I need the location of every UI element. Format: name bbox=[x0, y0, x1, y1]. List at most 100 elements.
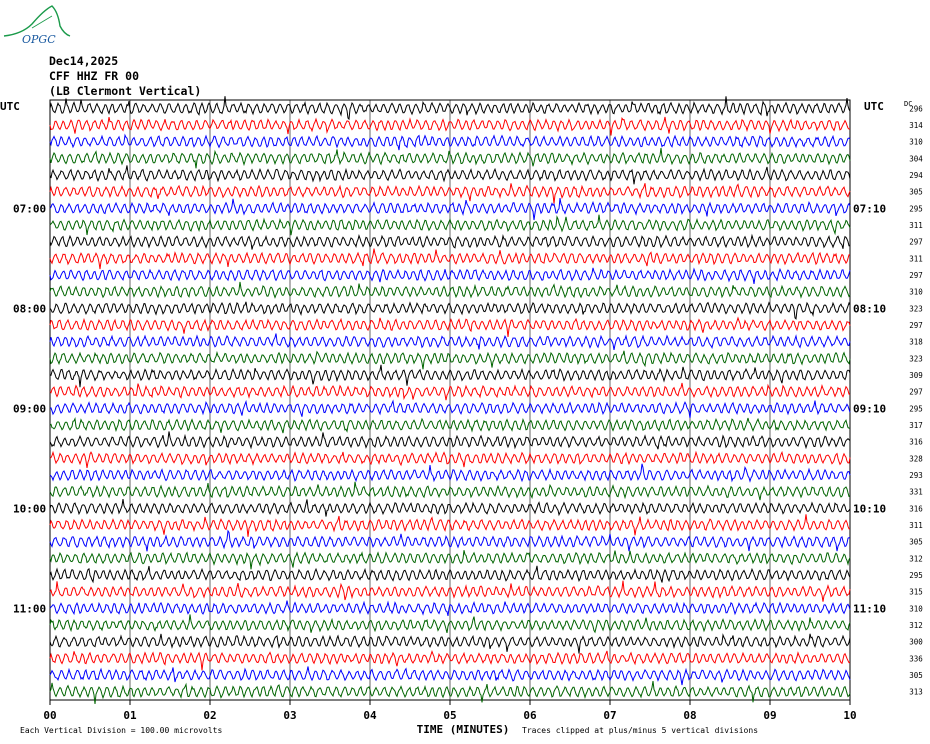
left-hour-label: 08:00 bbox=[13, 302, 46, 315]
seismic-trace bbox=[49, 431, 851, 450]
dc-offset-label: 305 bbox=[909, 538, 923, 547]
dc-offset-label: 305 bbox=[909, 188, 923, 197]
x-tick-label: 06 bbox=[523, 709, 537, 722]
dc-offset-label: 310 bbox=[909, 138, 923, 147]
dc-offset-label: 295 bbox=[909, 204, 923, 213]
seismic-trace bbox=[49, 550, 851, 570]
right-hour-label: 10:10 bbox=[853, 502, 886, 515]
date-label: Dec14,2025 bbox=[49, 54, 119, 68]
x-tick-label: 08 bbox=[683, 709, 696, 722]
x-tick-label: 02 bbox=[203, 709, 216, 722]
seismic-trace bbox=[49, 233, 851, 250]
right-hour-label: 07:10 bbox=[853, 202, 886, 215]
x-tick-label: 00 bbox=[43, 709, 56, 722]
x-tick-label: 07 bbox=[603, 709, 616, 722]
seismic-trace bbox=[49, 580, 851, 602]
footer-left-note: Each Vertical Division = 100.00 microvol… bbox=[20, 726, 222, 735]
dc-header-label: DC bbox=[904, 100, 912, 108]
dc-offset-label: 295 bbox=[909, 404, 923, 413]
seismic-trace bbox=[49, 416, 851, 434]
right-hour-label: 09:10 bbox=[853, 402, 886, 415]
seismic-trace bbox=[49, 382, 851, 401]
x-tick-label: 04 bbox=[363, 709, 377, 722]
dc-offset-label: 316 bbox=[909, 504, 923, 513]
dc-offset-label: 305 bbox=[909, 671, 923, 680]
seismic-trace bbox=[49, 281, 851, 299]
right-hour-label: 11:10 bbox=[853, 602, 886, 615]
x-tick-label: 03 bbox=[283, 709, 296, 722]
left-hour-label: 07:00 bbox=[13, 202, 46, 215]
dc-offset-label: 297 bbox=[909, 388, 923, 397]
right-hour-label: 08:10 bbox=[853, 302, 886, 315]
location-label: (LB Clermont Vertical) bbox=[49, 84, 202, 98]
dc-offset-label: 304 bbox=[909, 154, 923, 163]
seismic-trace bbox=[49, 214, 851, 236]
dc-offset-label: 310 bbox=[909, 604, 923, 613]
dc-offset-label: 328 bbox=[909, 454, 923, 463]
dc-offset-label: 315 bbox=[909, 588, 923, 597]
seismic-trace bbox=[49, 600, 851, 617]
dc-offset-label: 331 bbox=[909, 488, 923, 497]
dc-offset-label: 312 bbox=[909, 554, 923, 563]
seismic-trace bbox=[49, 165, 851, 185]
dc-offset-label: 311 bbox=[909, 521, 923, 530]
dc-offset-label: 318 bbox=[909, 338, 923, 347]
mountain-logo-icon: OPGC bbox=[3, 5, 71, 46]
seismic-trace bbox=[49, 333, 851, 350]
seismic-trace bbox=[49, 267, 851, 284]
seismic-trace bbox=[49, 301, 851, 320]
seismic-trace bbox=[49, 481, 851, 501]
seismic-trace bbox=[49, 399, 851, 418]
seismic-trace bbox=[49, 183, 851, 204]
seismic-trace bbox=[49, 614, 851, 634]
dc-offset-label: 297 bbox=[909, 271, 923, 280]
seismic-trace bbox=[49, 633, 851, 654]
seismic-trace bbox=[49, 133, 851, 151]
dc-offset-label: 311 bbox=[909, 221, 923, 230]
dc-offset-label: 311 bbox=[909, 254, 923, 263]
seismic-trace bbox=[49, 499, 851, 517]
seismic-trace bbox=[49, 316, 851, 337]
seismic-trace bbox=[49, 463, 851, 483]
x-tick-label: 01 bbox=[123, 709, 137, 722]
seismic-trace bbox=[49, 198, 851, 221]
dc-offset-label: 313 bbox=[909, 688, 923, 697]
dc-offset-label: 336 bbox=[909, 654, 923, 663]
dc-offset-label: 297 bbox=[909, 238, 923, 247]
seismic-trace bbox=[49, 248, 851, 270]
seismic-trace bbox=[49, 96, 851, 121]
dc-offset-label: 314 bbox=[909, 121, 923, 130]
seismic-trace bbox=[49, 514, 851, 537]
seismic-trace bbox=[49, 450, 851, 468]
seismic-trace bbox=[49, 364, 851, 388]
dc-offset-label: 295 bbox=[909, 571, 923, 580]
x-tick-label: 10 bbox=[843, 709, 856, 722]
right-utc-label: UTC bbox=[864, 100, 884, 113]
dc-offset-label: 309 bbox=[909, 371, 923, 380]
seismic-trace bbox=[49, 350, 851, 370]
dc-offset-label: 310 bbox=[909, 288, 923, 297]
dc-offset-label: 317 bbox=[909, 421, 923, 430]
seismic-trace bbox=[49, 666, 851, 686]
left-hour-label: 09:00 bbox=[13, 402, 46, 415]
dc-offset-label: 323 bbox=[909, 354, 923, 363]
station-label: CFF HHZ FR 00 bbox=[49, 69, 140, 83]
left-hour-label: 10:00 bbox=[13, 502, 46, 515]
dc-offset-label: 316 bbox=[909, 438, 923, 447]
dc-offset-label: 312 bbox=[909, 621, 923, 630]
dc-offset-label: 300 bbox=[909, 638, 923, 647]
left-hour-label: 11:00 bbox=[13, 602, 46, 615]
x-tick-label: 09 bbox=[763, 709, 776, 722]
footer-right-note: Traces clipped at plus/minus 5 vertical … bbox=[522, 726, 758, 735]
logo-text: OPGC bbox=[22, 33, 56, 46]
seismic-trace bbox=[49, 565, 851, 584]
seismic-trace bbox=[49, 116, 851, 136]
left-utc-label: UTC bbox=[0, 100, 20, 113]
seismic-trace bbox=[49, 529, 851, 552]
seismic-trace bbox=[49, 649, 851, 671]
x-axis-title: TIME (MINUTES) bbox=[417, 723, 510, 736]
x-tick-label: 05 bbox=[443, 709, 456, 722]
dc-offset-label: 294 bbox=[909, 171, 923, 180]
seismic-trace bbox=[49, 148, 851, 169]
